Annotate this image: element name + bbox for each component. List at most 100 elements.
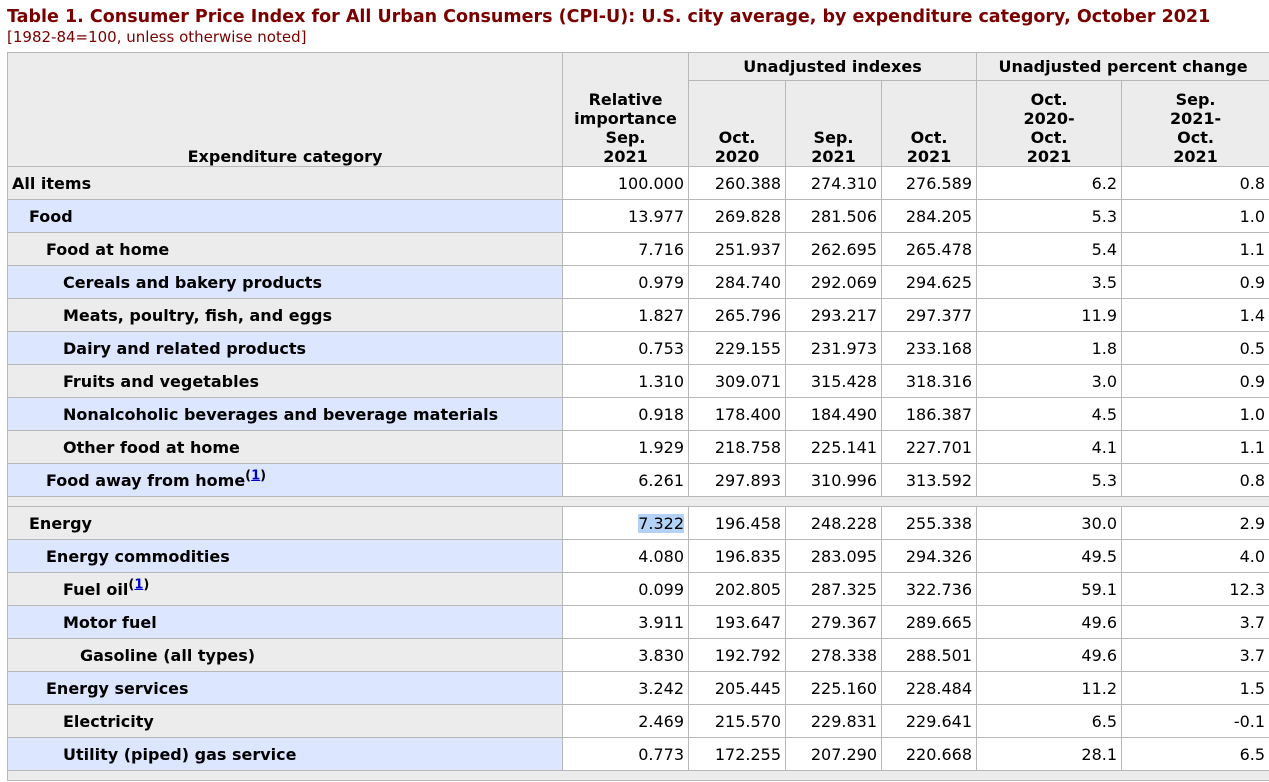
cell-value: 225.141 [810,437,877,457]
header-pct-12-month: Oct. 2020- Oct. 2021 [976,80,1123,167]
table-row: Other food at home 1.929 218.758 225.141 227… [7,430,1269,464]
cell-value: 287.325 [810,579,877,599]
relative-importance-cell: 2.469 [562,704,689,738]
index-oct-2020-cell: 260.388 [688,166,786,200]
cell-value: 248.228 [810,513,877,533]
spacer-cell [6,496,1269,507]
relative-importance-cell: 0.979 [562,265,689,299]
cell-value: 11.9 [1081,305,1118,325]
footnote-paren: ) [260,468,267,484]
relative-importance-cell: 1.929 [562,430,689,464]
index-oct-2021-cell: 265.478 [880,232,978,266]
cell-value: 1.827 [638,305,684,325]
cell-value: 225.160 [810,678,877,698]
relative-importance-cell: 3.830 [562,638,689,672]
cell-value: 6.2 [1091,173,1118,193]
pct-change-1-month-cell: 1.0 [1121,199,1269,233]
category-label: Electricity [63,711,154,731]
expenditure-category-cell: Electricity [7,704,563,738]
cell-value: 196.458 [714,513,781,533]
cell-value: 0.8 [1239,470,1266,490]
header-line: 2020- [1023,109,1075,128]
cell-value: 3.242 [638,678,684,698]
index-oct-2021-cell: 284.205 [880,199,978,233]
footnote-link[interactable]: 1 [251,468,261,484]
category-label: Energy commodities [46,546,230,566]
table-row: Meats, poultry, fish, and eggs 1.827 265.7… [7,298,1269,332]
pct-change-12-month-cell: 6.2 [976,166,1123,200]
expenditure-category-cell: Fuel oil(1) [7,572,563,606]
cell-value: 205.445 [714,678,781,698]
relative-importance-cell: 6.261 [562,463,689,497]
pct-change-12-month-cell: 28.1 [976,737,1123,771]
relative-importance-cell: 1.310 [562,364,689,398]
pct-change-12-month-cell: 3.5 [976,265,1123,299]
table-body: All items 100.000 260.388 274.310 276.589 6.2… [6,166,1269,781]
header-oct-2021: Oct. 2021 [880,80,978,167]
cell-value: 202.805 [714,579,781,599]
header-pct-1-month: Sep. 2021- Oct. 2021 [1121,80,1269,167]
cell-value: 220.668 [905,744,973,764]
pct-change-1-month-cell: 0.9 [1121,364,1269,398]
header-line: Oct. [1030,128,1068,147]
header-line: Sep. [605,128,646,147]
pct-change-1-month-cell: 0.9 [1121,265,1269,299]
header-sep-2021: Sep. 2021 [785,80,882,167]
index-oct-2021-cell: 186.387 [880,397,978,431]
expenditure-category-cell: Energy services [7,671,563,705]
cell-value: 274.310 [810,173,877,193]
relative-importance-cell: 1.827 [562,298,689,332]
cell-value: 59.1 [1081,579,1118,599]
expenditure-category-cell: Cereals and bakery products [7,265,563,299]
header-label: Expenditure category [187,147,383,166]
index-oct-2021-cell: 294.625 [880,265,978,299]
index-oct-2020-cell: 309.071 [688,364,786,398]
pct-change-1-month-cell: 3.7 [1121,605,1269,639]
index-oct-2021-cell: 276.589 [880,166,978,200]
cell-value: 0.099 [638,579,684,599]
cell-value: 279.367 [810,612,877,632]
table-row: Energy services 3.242 205.445 225.160 228.48… [7,671,1269,705]
footnote-link[interactable]: 1 [134,577,144,593]
relative-importance-cell: 0.099 [562,572,689,606]
index-sep-2021-cell: 274.310 [785,166,882,200]
pct-change-12-month-cell: 3.0 [976,364,1123,398]
cell-value: 218.758 [714,437,781,457]
cell-value: 193.647 [714,612,781,632]
cell-value: 6.261 [638,470,684,490]
index-sep-2021-cell: 293.217 [785,298,882,332]
cell-value: 229.155 [714,338,781,358]
category-label: Fruits and vegetables [63,371,259,391]
pct-change-1-month-cell: 4.0 [1121,539,1269,573]
index-sep-2021-cell: 207.290 [785,737,882,771]
cell-value: 294.625 [905,272,973,292]
cell-value: 262.695 [810,239,877,259]
cell-value: 297.377 [905,305,973,325]
cell-value: 0.9 [1239,371,1266,391]
index-oct-2020-cell: 192.792 [688,638,786,672]
cell-value: 297.893 [714,470,781,490]
index-oct-2020-cell: 202.805 [688,572,786,606]
category-label: Motor fuel [63,612,157,632]
index-oct-2021-cell: 322.736 [880,572,978,606]
pct-change-1-month-cell: 0.5 [1121,331,1269,365]
cell-value: 309.071 [714,371,781,391]
pct-change-1-month-cell: 1.1 [1121,430,1269,464]
pct-change-1-month-cell: 12.3 [1121,572,1269,606]
index-oct-2020-cell: 215.570 [688,704,786,738]
header-unadjusted-indexes: Unadjusted indexes [687,52,978,81]
index-sep-2021-cell: 231.973 [785,331,882,365]
pct-change-1-month-cell: 0.8 [1121,463,1269,497]
index-oct-2020-cell: 205.445 [688,671,786,705]
category-label: Nonalcoholic beverages and beverage mate… [63,404,499,424]
index-oct-2021-cell: 294.326 [880,539,978,573]
cell-value: -0.1 [1233,711,1266,731]
category-label: Cereals and bakery products [63,272,322,292]
expenditure-category-cell: Dairy and related products [7,331,563,365]
cell-value: 11.2 [1081,678,1118,698]
cell-value: 0.5 [1239,338,1266,358]
index-oct-2020-cell: 265.796 [688,298,786,332]
table-spacer-row [6,770,1269,781]
cell-value: 3.7 [1239,645,1266,665]
table-row: Cereals and bakery products 0.979 284.740 2… [7,265,1269,299]
